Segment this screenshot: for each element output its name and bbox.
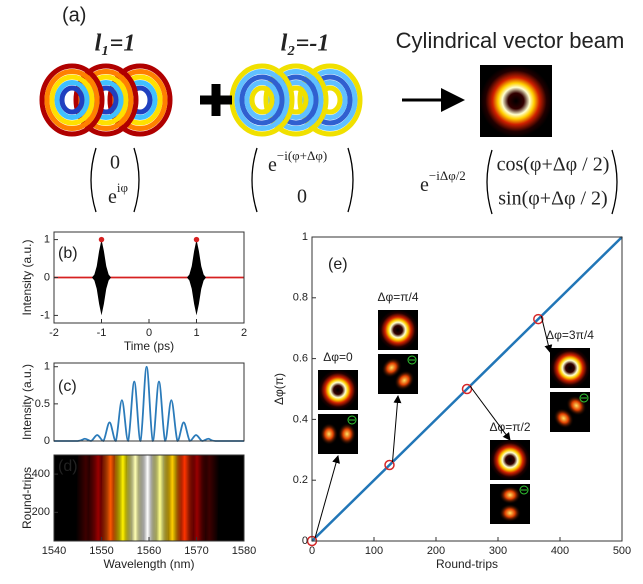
lobe (320, 423, 338, 445)
y-tick-label: 0 (44, 435, 50, 447)
matrix-entry: sin(φ+Δφ / 2) (498, 188, 607, 210)
y-tick-label: 0.4 (293, 413, 308, 425)
x-tick-label: 500 (613, 545, 631, 557)
x-tick-label: -2 (49, 327, 59, 339)
panel-label: (a) (62, 4, 86, 26)
math-base: e (420, 174, 429, 196)
lobe (499, 486, 521, 504)
lobe (338, 423, 356, 445)
inset-donut (378, 310, 418, 350)
lobe (499, 504, 521, 522)
pulse-envelope (187, 240, 206, 316)
x-tick-label: 200 (427, 545, 445, 557)
annotation: Δφ=0 (323, 350, 353, 364)
y-tick-label: 400 (32, 468, 50, 480)
x-tick-label: 1 (193, 327, 199, 339)
y-axis-label: Δφ(π) (272, 373, 286, 405)
matrix-entry: 0 (297, 186, 307, 208)
math-exponent: −i(φ+Δφ) (277, 148, 327, 163)
pointer-arrow (393, 396, 399, 462)
y-tick-label: 0 (44, 271, 50, 283)
data-line (54, 367, 244, 441)
pulse-envelope (92, 240, 111, 316)
plots: -2 -1 0 1 2 -1 0 1 Time (ps) Intensity (a.u.) (b) 0… (20, 231, 631, 571)
x-tick-label: 1550 (89, 545, 113, 557)
x-tick-label: 100 (365, 545, 383, 557)
annotation: Δφ=π/2 (489, 420, 530, 434)
panel-label: (e) (328, 256, 348, 273)
beam-label: l₁=1 (95, 31, 136, 57)
annotation: Δφ=3π/4 (546, 328, 594, 342)
inset-donut (318, 370, 358, 410)
result-label: Cylindrical vector beam (396, 28, 625, 53)
x-tick-label: -1 (97, 327, 107, 339)
math-exponent: −iΔφ/2 (429, 168, 466, 183)
x-tick-label: 1580 (232, 545, 256, 557)
matrix-entry: cos(φ+Δφ / 2) (497, 154, 610, 176)
panel-label: (b) (58, 245, 78, 262)
matrix-entry: 0 (110, 152, 120, 174)
beam-image (480, 65, 552, 137)
beam-label: l₂=-1 (281, 31, 330, 57)
y-tick-label: 0 (302, 535, 308, 547)
marker (195, 238, 199, 242)
y-tick-label: -1 (40, 309, 50, 321)
y-tick-label: 1 (302, 231, 308, 243)
y-tick-label: 0.6 (293, 353, 308, 365)
matrix-entry: e−i(φ+Δφ) (268, 148, 327, 176)
y-axis-label: Round-trips (20, 467, 34, 529)
x-tick-label: 0 (309, 545, 315, 557)
panel-label: (c) (58, 378, 77, 395)
x-tick-label: 1570 (184, 545, 208, 557)
y-tick-label: 1 (44, 361, 50, 373)
x-tick-label: 300 (489, 545, 507, 557)
inset-donut (550, 348, 590, 388)
matrix-entry: eiφ (108, 180, 128, 208)
matrix-prefix: e−iΔφ/2 (420, 168, 466, 196)
figure: (a) l₁=1 l₂=-1 Cylindrical vector beam 0… (0, 0, 643, 584)
x-tick-label: 2 (241, 327, 247, 339)
fringe (199, 455, 219, 541)
y-axis-label: Intensity (a.u.) (20, 364, 34, 440)
x-axis-label: Time (ps) (124, 339, 174, 353)
y-tick-label: 1 (44, 233, 50, 245)
panel-label: (d) (58, 458, 78, 475)
data-line (312, 237, 622, 541)
marker (100, 238, 104, 242)
math-exponent: iφ (117, 180, 128, 195)
y-tick-label: 200 (32, 506, 50, 518)
math-base: e (268, 154, 277, 176)
x-axis-label: Round-trips (436, 557, 498, 571)
inset-donut (490, 440, 530, 480)
x-tick-label: 0 (146, 327, 152, 339)
y-axis-label: Intensity (a.u.) (20, 239, 34, 315)
y-tick-label: 0.8 (293, 292, 308, 304)
x-axis-label: Wavelength (nm) (104, 557, 195, 571)
math-base: e (108, 186, 117, 208)
plus-sign (200, 84, 232, 116)
y-tick-label: 0.2 (293, 474, 308, 486)
x-tick-label: 1560 (137, 545, 161, 557)
x-tick-label: 400 (551, 545, 569, 557)
y-tick-label: 0.5 (35, 398, 50, 410)
x-tick-label: 1540 (42, 545, 66, 557)
annotation: Δφ=π/4 (377, 290, 418, 304)
